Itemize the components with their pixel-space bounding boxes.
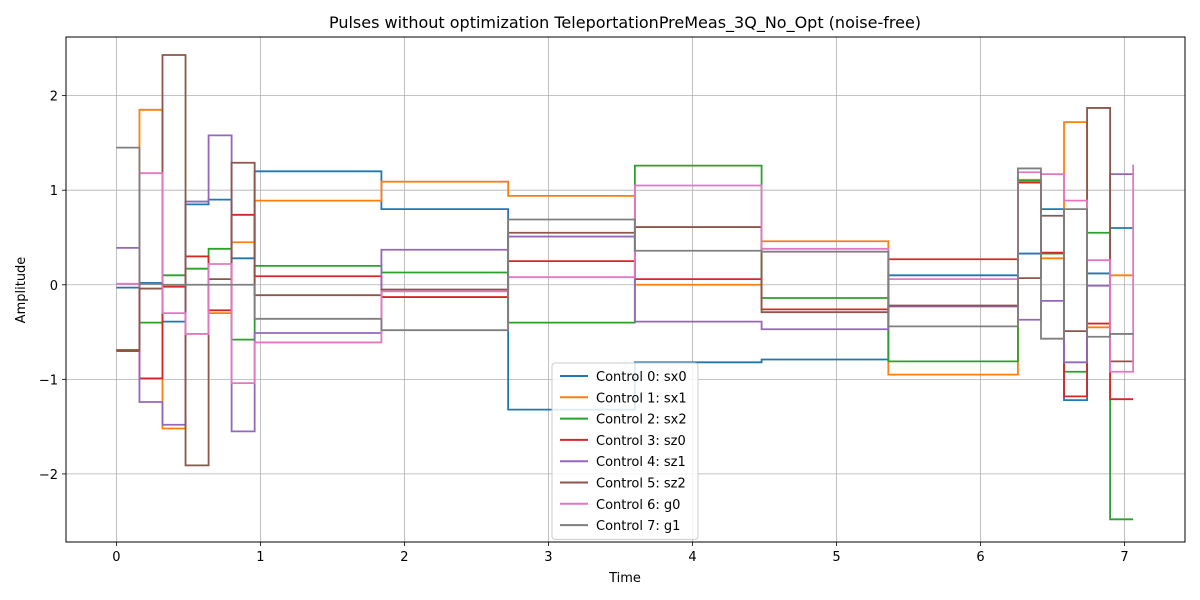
y-tick-label: −2 <box>39 468 58 483</box>
legend-entry: Control 1: sx1 <box>596 391 687 406</box>
ticks: 0 1 2 3 4 5 6 7 −2 −1 0 1 2 <box>39 90 1129 565</box>
series-line-6 <box>116 164 1135 385</box>
legend-entry: Control 6: g0 <box>596 498 680 513</box>
x-tick-label: 7 <box>1120 550 1128 565</box>
x-tick-label: 4 <box>688 550 696 565</box>
y-tick-label: 2 <box>50 90 58 105</box>
x-tick-label: 5 <box>832 550 840 565</box>
chart-title: Pulses without optimization Teleportatio… <box>329 13 921 33</box>
legend-entry: Control 5: sz2 <box>596 477 686 492</box>
x-tick-label: 6 <box>976 550 984 565</box>
legend-frame <box>551 362 699 540</box>
x-tick-label: 2 <box>400 550 408 565</box>
y-tick-label: 1 <box>50 184 58 199</box>
x-tick-label: 0 <box>112 550 120 565</box>
legend: Control 0: sx0 Control 1: sx1 Control 2: s… <box>551 362 699 540</box>
legend-entry: Control 0: sx0 <box>596 370 687 385</box>
series-line-7 <box>116 146 1134 340</box>
x-tick-label: 3 <box>544 550 552 565</box>
legend-entry: Control 7: g1 <box>596 519 680 534</box>
y-tick-label: 0 <box>50 279 58 294</box>
legend-entry: Control 3: sz0 <box>596 434 686 449</box>
plot-frame <box>65 36 1186 543</box>
legend-entry: Control 2: sx2 <box>596 413 687 428</box>
x-tick-label: 1 <box>256 550 264 565</box>
x-axis-label: Time <box>608 571 641 586</box>
y-tick-label: −1 <box>39 373 58 388</box>
legend-entry: Control 4: sz1 <box>596 455 686 470</box>
y-axis-label: Amplitude <box>14 257 29 324</box>
